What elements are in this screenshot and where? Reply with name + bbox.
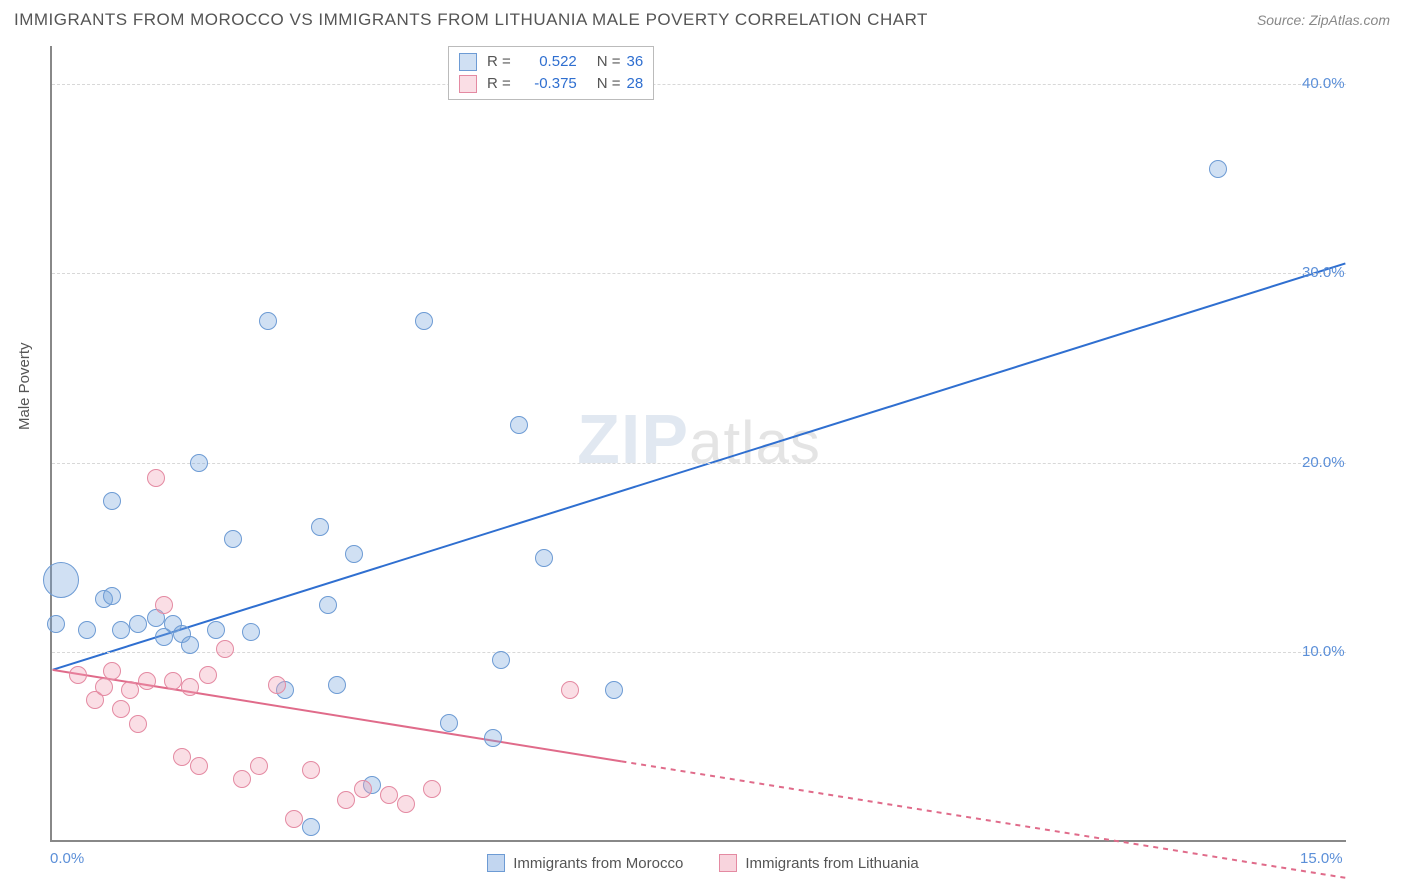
- data-point: [1209, 160, 1227, 178]
- data-point: [242, 623, 260, 641]
- scatter-plot: ZIPatlas: [50, 46, 1346, 842]
- watermark: ZIPatlas: [577, 399, 821, 479]
- data-point: [510, 416, 528, 434]
- data-point: [492, 651, 510, 669]
- data-point: [129, 715, 147, 733]
- data-point: [190, 757, 208, 775]
- data-point: [78, 621, 96, 639]
- data-point: [224, 530, 242, 548]
- legend-swatch: [719, 854, 737, 872]
- data-point: [103, 587, 121, 605]
- data-point: [302, 818, 320, 836]
- legend-label: Immigrants from Lithuania: [745, 855, 918, 872]
- data-point: [345, 545, 363, 563]
- data-point: [319, 596, 337, 614]
- legend-row: R =0.522N = 36: [459, 51, 643, 73]
- data-point: [103, 492, 121, 510]
- y-tick-label: 30.0%: [1302, 264, 1345, 281]
- data-point: [181, 678, 199, 696]
- data-point: [311, 518, 329, 536]
- data-point: [164, 672, 182, 690]
- gridline: [52, 652, 1346, 653]
- chart-title: IMMIGRANTS FROM MOROCCO VS IMMIGRANTS FR…: [14, 10, 928, 30]
- data-point: [337, 791, 355, 809]
- data-point: [207, 621, 225, 639]
- gridline: [52, 84, 1346, 85]
- data-point: [259, 312, 277, 330]
- data-point: [605, 681, 623, 699]
- data-point: [43, 562, 79, 598]
- y-axis-label: Male Poverty: [16, 342, 33, 430]
- legend-swatch: [459, 75, 477, 93]
- data-point: [181, 636, 199, 654]
- data-point: [354, 780, 372, 798]
- regression-lines: [52, 46, 1346, 840]
- data-point: [173, 748, 191, 766]
- data-point: [47, 615, 65, 633]
- data-point: [138, 672, 156, 690]
- data-point: [155, 596, 173, 614]
- data-point: [121, 681, 139, 699]
- legend-item: Immigrants from Lithuania: [719, 854, 918, 872]
- data-point: [380, 786, 398, 804]
- y-tick-label: 20.0%: [1302, 454, 1345, 471]
- data-point: [190, 454, 208, 472]
- data-point: [423, 780, 441, 798]
- data-point: [103, 662, 121, 680]
- source-label: Source: ZipAtlas.com: [1257, 12, 1390, 28]
- x-tick-label: 0.0%: [50, 850, 84, 867]
- correlation-legend: R =0.522N = 36R =-0.375N = 28: [448, 46, 654, 100]
- data-point: [397, 795, 415, 813]
- y-tick-label: 40.0%: [1302, 75, 1345, 92]
- legend-swatch: [487, 854, 505, 872]
- data-point: [147, 469, 165, 487]
- legend-label: Immigrants from Morocco: [513, 855, 683, 872]
- data-point: [112, 700, 130, 718]
- data-point: [328, 676, 346, 694]
- data-point: [233, 770, 251, 788]
- x-tick-label: 15.0%: [1300, 850, 1343, 867]
- data-point: [440, 714, 458, 732]
- data-point: [561, 681, 579, 699]
- data-point: [484, 729, 502, 747]
- legend-item: Immigrants from Morocco: [487, 854, 683, 872]
- gridline: [52, 463, 1346, 464]
- data-point: [268, 676, 286, 694]
- data-point: [250, 757, 268, 775]
- data-point: [199, 666, 217, 684]
- gridline: [52, 273, 1346, 274]
- data-point: [129, 615, 147, 633]
- data-point: [415, 312, 433, 330]
- legend-row: R =-0.375N = 28: [459, 73, 643, 95]
- data-point: [535, 549, 553, 567]
- data-point: [69, 666, 87, 684]
- data-point: [216, 640, 234, 658]
- data-point: [285, 810, 303, 828]
- data-point: [302, 761, 320, 779]
- series-legend: Immigrants from Morocco Immigrants from L…: [0, 854, 1406, 876]
- y-tick-label: 10.0%: [1302, 643, 1345, 660]
- legend-swatch: [459, 53, 477, 71]
- data-point: [112, 621, 130, 639]
